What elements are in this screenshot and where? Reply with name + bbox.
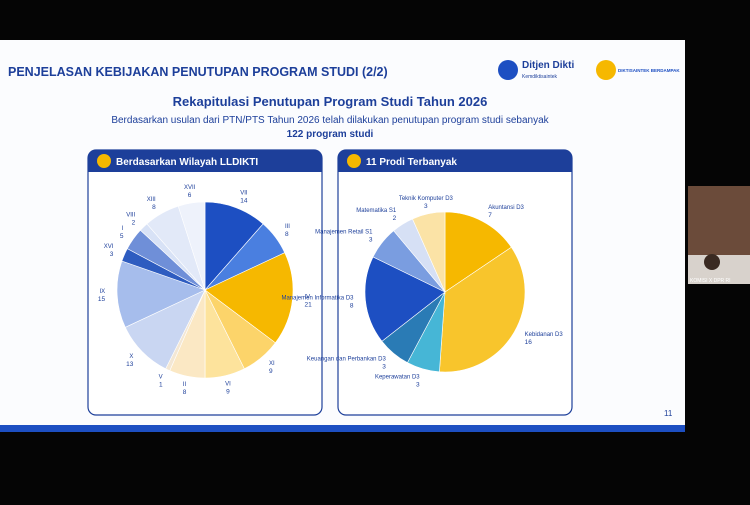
total: 122 program studi	[287, 129, 374, 140]
pie-slice	[177, 201, 206, 291]
slice-label: Teknik Komputer D3	[399, 196, 454, 202]
video-person-head	[704, 254, 720, 270]
slice-label: Matematika S1	[356, 208, 397, 214]
pie-slice	[444, 211, 512, 293]
page-number: 11	[664, 409, 673, 418]
slice-value: 9	[269, 368, 273, 375]
slice-value: 5	[120, 233, 124, 240]
slice-value: 3	[382, 363, 386, 370]
slice-value: 9	[226, 388, 230, 395]
logo-text: DIKTISAINTEK BERDAMPAK	[618, 68, 680, 73]
slice-value: 14	[240, 197, 248, 204]
slice-value: 8	[350, 303, 354, 310]
pie-slice	[204, 201, 264, 291]
logo-icon	[498, 60, 518, 80]
slide-title: PENJELASAN KEBIJAKAN PENUTUPAN PROGRAM S…	[8, 65, 388, 79]
panel-icon	[97, 154, 111, 168]
logo-text: Ditjen Dikti	[522, 60, 574, 71]
slice-label: VIII	[126, 212, 135, 218]
panel-header	[88, 150, 322, 172]
charts: Berdasarkan Wilayah LLDIKTIVII14III8IV21…	[87, 149, 573, 416]
slice-value: 2	[393, 215, 397, 222]
subheading: Berdasarkan usulan dari PTN/PTS Tahun 20…	[111, 115, 549, 126]
pie-slice	[412, 211, 446, 293]
slice-label: Keperawatan D3	[375, 374, 420, 380]
slice-value: 13	[126, 361, 134, 368]
slide-footer-bar	[0, 425, 685, 432]
logo-subtext: Kemdiktisaintek	[522, 74, 558, 80]
slice-value: 3	[416, 381, 420, 388]
slice-label: X	[129, 354, 133, 360]
pie-slice	[116, 260, 206, 328]
pie-slice	[439, 246, 526, 373]
panel-title: Berdasarkan Wilayah LLDIKTI	[116, 157, 258, 168]
slice-value: 3	[369, 236, 373, 243]
panel-header	[338, 150, 572, 172]
slice-label: I	[122, 226, 124, 232]
video-caption: KOMISI X DPR RI	[690, 278, 731, 284]
slice-label: XI	[269, 361, 275, 367]
heading: Rekapitulasi Penutupan Program Studi Tah…	[173, 94, 488, 109]
slice-label: VII	[240, 190, 248, 196]
slice-value: 3	[110, 251, 114, 258]
slice-label: Manajemen Retail S1	[315, 229, 373, 235]
slice-label: VI	[225, 381, 231, 387]
slice-value: 8	[285, 231, 289, 238]
slice-value: 21	[304, 301, 312, 308]
slice-label: V	[159, 375, 163, 381]
slice-value: 8	[183, 389, 187, 396]
slice-label: Akuntansi D3	[488, 205, 524, 211]
slice-label: Kebidanan D3	[525, 332, 564, 338]
slice-label: IV	[304, 294, 310, 300]
slice-label: Keuangan dan Perbankan D3	[307, 356, 387, 362]
logo-icon	[596, 60, 616, 80]
slice-label: XIII	[147, 197, 156, 203]
slice-value: 16	[525, 339, 533, 346]
slice-label: XVI	[104, 244, 114, 250]
slice-value: 1	[159, 382, 163, 389]
slice-value: 15	[98, 296, 106, 303]
slice-value: 7	[488, 212, 492, 219]
slice-label: IX	[99, 289, 105, 295]
slice-value: 2	[132, 219, 136, 226]
pie-slice	[364, 256, 446, 342]
panel-icon	[347, 154, 361, 168]
slice-value: 3	[424, 203, 428, 210]
slice-label: Manajemen Informatika D3	[281, 296, 354, 302]
pie-slice	[204, 252, 294, 344]
panel-title: 11 Prodi Terbanyak	[366, 157, 457, 168]
slice-value: 8	[152, 204, 156, 211]
slice-label: II	[183, 382, 187, 388]
slice-value: 6	[188, 192, 192, 199]
slice-label: XVII	[184, 185, 196, 191]
slice-label: III	[285, 224, 290, 230]
